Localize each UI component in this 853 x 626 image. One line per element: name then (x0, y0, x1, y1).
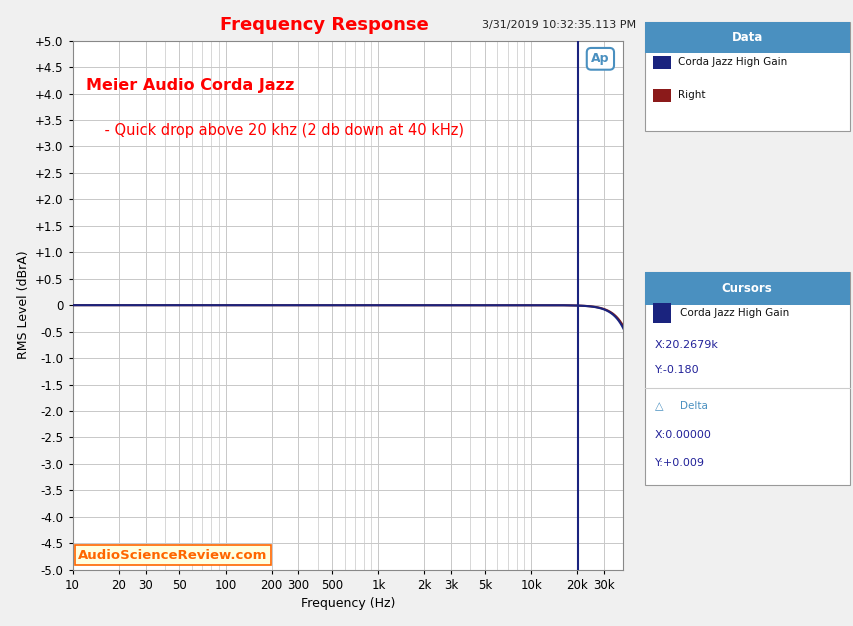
Bar (644, 272, 849, 305)
Text: Meier Audio Corda Jazz: Meier Audio Corda Jazz (86, 78, 294, 93)
Text: Y:+0.009: Y:+0.009 (654, 458, 705, 468)
Text: Corda Jazz High Gain: Corda Jazz High Gain (676, 58, 786, 68)
Text: Frequency Response: Frequency Response (220, 16, 428, 34)
Text: AudioScienceReview.com: AudioScienceReview.com (78, 549, 267, 562)
Text: Y:-0.180: Y:-0.180 (654, 365, 699, 375)
Bar (644, 22, 849, 53)
Text: Data: Data (731, 31, 762, 44)
Text: Right: Right (676, 90, 705, 100)
Bar (653, 303, 670, 324)
Text: Corda Jazz High Gain: Corda Jazz High Gain (679, 308, 788, 318)
Text: 3/31/2019 10:32:35.113 PM: 3/31/2019 10:32:35.113 PM (482, 20, 635, 30)
Text: △: △ (654, 401, 663, 411)
X-axis label: Frequency (Hz): Frequency (Hz) (300, 597, 395, 610)
Text: Delta: Delta (679, 401, 706, 411)
Text: - Quick drop above 20 khz (2 db down at 40 kHz): - Quick drop above 20 khz (2 db down at … (86, 123, 464, 138)
Bar (653, 56, 670, 69)
Text: X:20.2679k: X:20.2679k (654, 340, 718, 350)
Text: X:0.00000: X:0.00000 (654, 430, 711, 440)
Text: Ap: Ap (590, 53, 609, 65)
Bar (653, 89, 670, 102)
Text: Cursors: Cursors (721, 282, 772, 295)
Y-axis label: RMS Level (dBrA): RMS Level (dBrA) (16, 251, 30, 359)
